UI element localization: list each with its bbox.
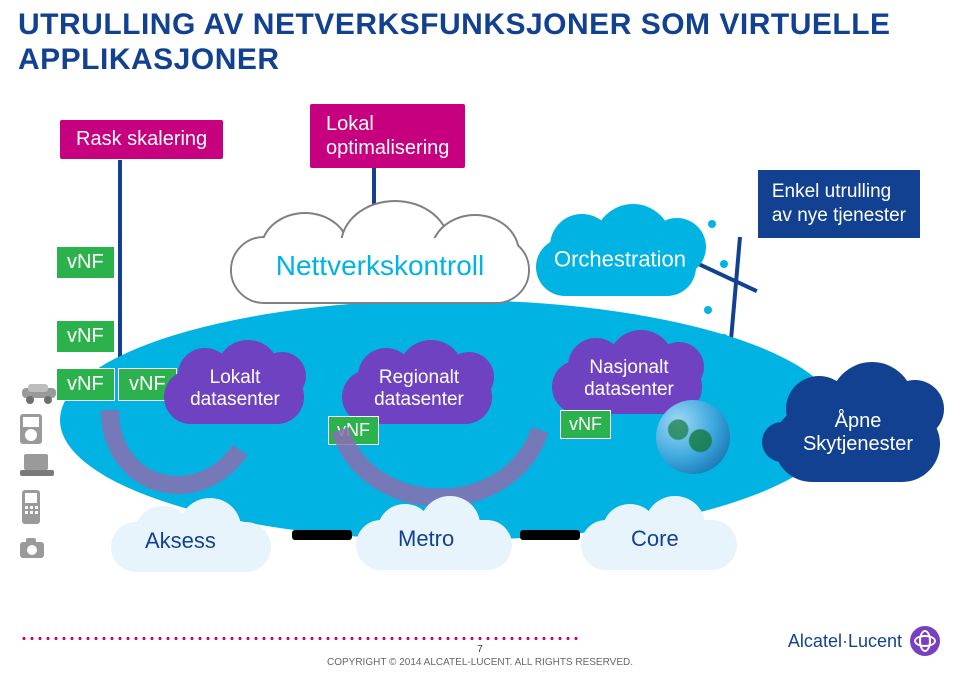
pill-lokal-optimalisering: Lokal optimalisering	[310, 104, 465, 168]
callout-enkel-utrulling: Enkel utrulling av nye tjenester	[758, 170, 920, 238]
mobile-icon	[18, 488, 44, 528]
cloud-metro: Metro	[350, 500, 525, 578]
lokalt-line1: Lokalt	[210, 367, 261, 388]
pill-rask-skalering: Rask skalering	[60, 120, 223, 159]
brand: Alcatel·Lucent	[788, 626, 940, 656]
brand-icon	[910, 626, 940, 656]
label-regionalt-datasenter: Regionalt datasenter	[338, 367, 500, 411]
callout-line2: av nye tjenester	[772, 205, 906, 226]
apne-line1: Åpne	[835, 410, 882, 432]
ipod-icon	[18, 412, 46, 446]
label-aksess: Aksess	[145, 528, 216, 554]
cloud-apne-skytjenester: Åpne Skytjenester	[768, 366, 948, 500]
copyright: COPYRIGHT © 2014 ALCATEL-LUCENT. ALL RIG…	[327, 657, 633, 668]
laptop-icon	[18, 452, 56, 482]
label-nettverkskontroll: Nettverkskontroll	[220, 250, 540, 282]
label-orchestration: Orchestration	[530, 246, 710, 271]
link-bar	[520, 530, 580, 540]
node-dot	[708, 220, 716, 228]
link-bar	[292, 530, 352, 540]
pill-lokal-line1: Lokal	[326, 113, 374, 135]
label-nasjonalt-datasenter: Nasjonalt datasenter	[548, 357, 710, 401]
nasjonalt-line1: Nasjonalt	[589, 357, 668, 378]
nasjonalt-line2: datasenter	[584, 379, 674, 400]
node-dot	[720, 260, 728, 268]
device-icons-column	[18, 382, 66, 570]
footer-dots	[20, 637, 580, 640]
connector-line	[728, 237, 742, 347]
pill-lokal-line2: optimalisering	[326, 137, 449, 159]
node-dot	[704, 306, 712, 314]
apne-line2: Skytjenester	[803, 433, 913, 455]
phone-icon	[708, 334, 728, 368]
camera-icon	[18, 534, 48, 564]
cloud-nettverkskontroll: Nettverkskontroll	[220, 206, 540, 318]
cloud-aksess: Aksess	[105, 502, 285, 580]
regionalt-line2: datasenter	[374, 389, 464, 410]
connector-line	[118, 160, 122, 370]
vnf-box: vNF	[56, 246, 115, 279]
cloud-core: Core	[575, 500, 750, 578]
label-apne-skytjenester: Åpne Skytjenester	[768, 410, 948, 456]
globe-icon	[656, 400, 730, 474]
regionalt-line1: Regionalt	[379, 367, 459, 388]
callout-line1: Enkel utrulling	[772, 181, 891, 202]
brand-text: Alcatel·Lucent	[788, 631, 902, 652]
vnf-box: vNF	[56, 320, 115, 353]
page-title: UTRULLING AV NETVERKSFUNKSJONER SOM VIRT…	[18, 8, 960, 77]
label-metro: Metro	[398, 526, 454, 552]
cloud-orchestration: Orchestration	[530, 208, 710, 310]
label-core: Core	[631, 526, 679, 552]
car-icon	[18, 382, 62, 406]
